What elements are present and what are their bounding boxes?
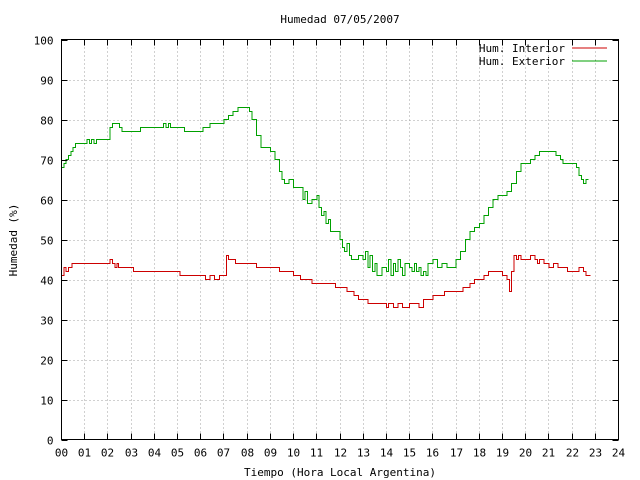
y-tick-label: 0 [47, 435, 54, 448]
x-tick-label: 01 [78, 447, 91, 460]
chart-title: Humedad 07/05/2007 [280, 13, 399, 26]
x-tick-label: 23 [589, 447, 602, 460]
y-tick-label: 100 [34, 35, 54, 48]
y-tick-label: 10 [40, 395, 53, 408]
y-tick-label: 60 [40, 195, 53, 208]
x-tick-label: 12 [334, 447, 347, 460]
y-tick-label: 20 [40, 355, 53, 368]
x-tick-label: 21 [542, 447, 555, 460]
x-tick-label: 18 [473, 447, 486, 460]
y-tick-label: 90 [40, 75, 53, 88]
x-tick-label: 14 [380, 447, 394, 460]
x-tick-label: 19 [496, 447, 509, 460]
y-tick-label: 50 [40, 235, 53, 248]
x-tick-label: 22 [566, 447, 579, 460]
x-tick-label: 17 [450, 447, 463, 460]
axis-ticks: 0 10 20 30 40 50 60 70 80 90 100 00 01 02 03 04 05 06 07 08… [34, 35, 626, 460]
x-tick-label: 13 [357, 447, 370, 460]
x-tick-label: 24 [612, 447, 626, 460]
legend-label-interior: Hum. Interior [479, 42, 565, 55]
x-tick-label: 15 [403, 447, 416, 460]
x-tick-label: 04 [148, 447, 162, 460]
series-lines [61, 107, 591, 308]
x-tick-label: 00 [55, 447, 68, 460]
x-tick-label: 02 [101, 447, 114, 460]
x-tick-label: 03 [125, 447, 138, 460]
x-tick-label: 16 [426, 447, 439, 460]
legend-label-exterior: Hum. Exterior [479, 55, 565, 68]
legend: Hum. Interior Hum. Exterior [479, 42, 607, 68]
series-line-exterior [61, 107, 589, 276]
y-tick-label: 80 [40, 115, 53, 128]
x-axis-label: Tiempo (Hora Local Argentina) [244, 466, 436, 479]
x-tick-label: 05 [171, 447, 184, 460]
x-tick-label: 08 [241, 447, 254, 460]
y-axis-label: Humedad (%) [7, 204, 20, 277]
x-tick-label: 09 [264, 447, 277, 460]
x-tick-label: 07 [217, 447, 230, 460]
x-tick-label: 11 [310, 447, 323, 460]
x-tick-label: 10 [287, 447, 300, 460]
x-tick-label: 06 [194, 447, 207, 460]
y-tick-label: 70 [40, 155, 53, 168]
y-tick-label: 30 [40, 315, 53, 328]
y-tick-label: 40 [40, 275, 53, 288]
series-line-interior [61, 255, 591, 308]
x-tick-label: 20 [519, 447, 532, 460]
